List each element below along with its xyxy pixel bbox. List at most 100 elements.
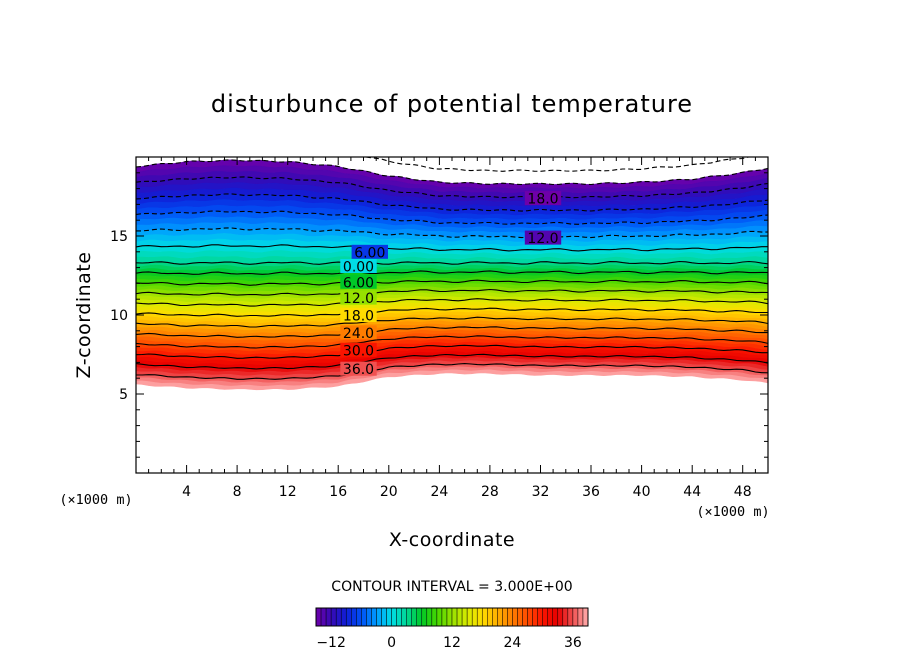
colorbar-cell <box>340 607 347 627</box>
y-axis-label: Z-coordinate <box>73 252 95 379</box>
colorbar-cell <box>466 607 473 627</box>
colorbar-cell <box>330 607 337 627</box>
contour-line <box>362 157 751 172</box>
contour-lines <box>136 157 768 380</box>
colorbar-cell <box>335 607 342 627</box>
colorbar-cell <box>476 607 483 627</box>
colorbar-cell <box>441 607 448 627</box>
colorbar-cell <box>421 607 428 627</box>
colorbar-cell <box>401 607 408 627</box>
colorbar-cell <box>451 607 458 627</box>
colorbar-cell <box>315 607 322 627</box>
colorbar-cell <box>446 607 453 627</box>
colorbar-cell <box>562 607 569 627</box>
contour-line <box>136 307 768 317</box>
x-tick-label: 12 <box>279 484 297 500</box>
x-tick-label: 8 <box>233 484 242 500</box>
contour-label-bg <box>340 308 377 322</box>
contour-line <box>136 316 768 328</box>
colorbar-cell <box>507 607 513 627</box>
y-axis-ticks: 5 10 15 <box>110 172 768 458</box>
colorbar-cell <box>366 607 372 627</box>
colorbar-cell <box>481 607 488 627</box>
colorbar-ticks: −12 0 12 24 36 <box>316 635 582 651</box>
colorbar-cell <box>547 607 554 627</box>
contour-label-bg <box>340 259 377 273</box>
contour-line <box>136 159 768 186</box>
contour-line <box>136 326 768 338</box>
contour-line <box>136 279 768 286</box>
contour-band <box>136 369 768 391</box>
contour-label: 30.0 <box>343 343 374 359</box>
colorbar-tick-label: 0 <box>387 635 396 651</box>
colorbar-cell <box>406 607 413 627</box>
x-axis-label: X-coordinate <box>389 529 515 551</box>
contour-label: 12.0 <box>527 231 558 247</box>
colorbar-cell <box>517 607 523 627</box>
y-tick-label: 5 <box>119 387 128 403</box>
contour-line <box>136 227 768 239</box>
y-tick-label: 10 <box>110 308 128 324</box>
contour-line <box>136 270 768 275</box>
colorbar-cell <box>582 607 589 627</box>
contour-line <box>136 344 768 359</box>
colorbar-cell <box>416 607 423 627</box>
colorbar-cell <box>522 607 528 627</box>
contour-label: 18.0 <box>343 309 374 325</box>
colorbar-cell <box>356 607 362 627</box>
contour-line <box>136 363 768 380</box>
colorbar-cell <box>361 607 367 627</box>
contour-line <box>136 176 768 199</box>
colorbar-tick-label: 24 <box>503 635 521 651</box>
contour-line <box>136 298 768 307</box>
colorbar-cell <box>502 607 508 627</box>
colorbar-cell <box>396 607 402 627</box>
contour-line <box>136 353 768 370</box>
contour-label-bg <box>340 342 377 357</box>
x-tick-label: 36 <box>582 484 600 500</box>
contour-line <box>136 288 768 296</box>
colorbar-cell <box>391 607 397 627</box>
contour-label: 36.0 <box>343 362 374 378</box>
colorbar-cell <box>381 607 387 627</box>
colorbar-cell <box>456 607 463 627</box>
contour-label: 12.0 <box>343 291 374 307</box>
colorbar-cell <box>552 607 559 627</box>
x-tick-label: 32 <box>532 484 550 500</box>
x-tick-label: 44 <box>683 484 701 500</box>
colorbar-cell <box>537 607 544 627</box>
colorbar-cell <box>345 607 352 627</box>
colorbar-cell <box>320 607 327 627</box>
x-tick-label: 48 <box>734 484 752 500</box>
colorbar-tick-label: 36 <box>564 635 582 651</box>
contour-label-bg <box>351 244 388 259</box>
contour-label-bg <box>524 191 562 206</box>
contour-label: 6.00 <box>354 245 385 261</box>
x-tick-label: 20 <box>380 484 398 500</box>
y-tick-label: 15 <box>110 229 128 245</box>
contour-label: 18.0 <box>527 192 558 208</box>
contour-interval-text: CONTOUR INTERVAL = 3.000E+00 <box>331 579 572 595</box>
colorbar-cell <box>411 607 418 627</box>
colorbar-cell <box>557 607 564 627</box>
x-tick-label: 24 <box>430 484 448 500</box>
colorbar-cell <box>527 607 533 627</box>
colorbar-tick-label: 12 <box>443 635 461 651</box>
colorbar <box>315 607 589 627</box>
contour-line <box>136 335 768 349</box>
x-unit-label: (×1000 m) <box>696 504 769 520</box>
colorbar-frame <box>315 607 589 627</box>
colorbar-cell <box>497 607 503 627</box>
colorbar-cell <box>567 607 574 627</box>
contour-label: 0.00 <box>343 260 374 276</box>
colorbar-cell <box>512 607 518 627</box>
contour-label-bg <box>340 274 377 289</box>
colorbar-cell <box>386 607 392 627</box>
contour-line <box>136 260 768 265</box>
contour-label: 24.0 <box>343 326 374 342</box>
x-axis-ticks: 4 8 12 16 20 24 28 32 36 40 44 48 <box>148 157 756 500</box>
colorbar-cell <box>426 607 433 627</box>
x-tick-label: 16 <box>329 484 347 500</box>
x-tick-label: 28 <box>481 484 499 500</box>
